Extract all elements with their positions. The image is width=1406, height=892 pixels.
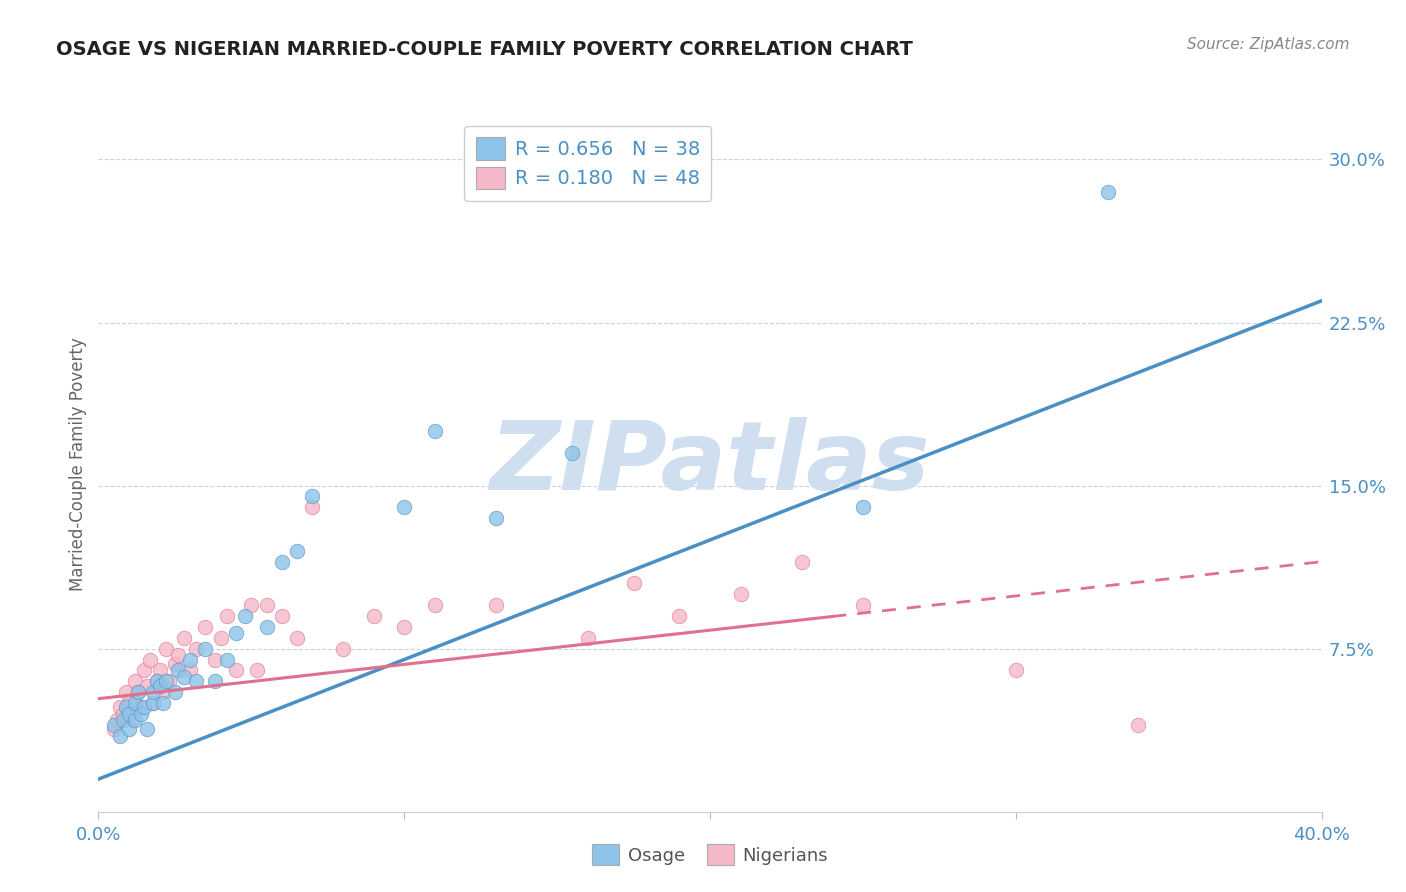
- Point: [152, 685, 174, 699]
- Point: [363, 609, 385, 624]
- Point: [134, 700, 156, 714]
- Point: [127, 685, 149, 699]
- Point: [256, 598, 278, 612]
- Point: [124, 714, 146, 728]
- Point: [129, 700, 152, 714]
- Point: [270, 609, 292, 624]
- Point: [1004, 664, 1026, 678]
- Point: [142, 685, 165, 699]
- Point: [233, 609, 256, 624]
- Point: [576, 631, 599, 645]
- Point: [623, 576, 645, 591]
- Point: [118, 722, 141, 736]
- Point: [332, 641, 354, 656]
- Point: [423, 424, 446, 438]
- Point: [145, 674, 167, 689]
- Point: [215, 609, 238, 624]
- Point: [240, 598, 263, 612]
- Point: [124, 696, 146, 710]
- Point: [194, 620, 217, 634]
- Point: [163, 657, 186, 671]
- Point: [285, 544, 308, 558]
- Point: [285, 631, 308, 645]
- Point: [155, 641, 177, 656]
- Point: [111, 714, 134, 728]
- Point: [204, 674, 226, 689]
- Point: [115, 700, 138, 714]
- Point: [167, 664, 190, 678]
- Point: [111, 706, 134, 721]
- Point: [392, 500, 416, 515]
- Point: [105, 714, 128, 728]
- Point: [173, 670, 195, 684]
- Point: [115, 685, 138, 699]
- Point: [157, 674, 180, 689]
- Point: [301, 500, 323, 515]
- Point: [179, 664, 201, 678]
- Point: [209, 631, 232, 645]
- Point: [790, 555, 813, 569]
- Text: Source: ZipAtlas.com: Source: ZipAtlas.com: [1187, 37, 1350, 53]
- Point: [179, 652, 201, 666]
- Point: [852, 598, 875, 612]
- Point: [215, 652, 238, 666]
- Point: [668, 609, 690, 624]
- Point: [194, 641, 217, 656]
- Point: [134, 664, 156, 678]
- Point: [852, 500, 875, 515]
- Point: [155, 674, 177, 689]
- Point: [186, 641, 208, 656]
- Point: [256, 620, 278, 634]
- Point: [121, 714, 143, 728]
- Point: [225, 626, 247, 640]
- Point: [1097, 185, 1119, 199]
- Legend: Osage, Nigerians: Osage, Nigerians: [585, 837, 835, 872]
- Point: [246, 664, 269, 678]
- Point: [103, 717, 125, 731]
- Point: [186, 674, 208, 689]
- Point: [173, 631, 195, 645]
- Point: [142, 696, 165, 710]
- Point: [127, 685, 149, 699]
- Point: [225, 664, 247, 678]
- Y-axis label: Married-Couple Family Poverty: Married-Couple Family Poverty: [69, 337, 87, 591]
- Point: [139, 652, 162, 666]
- Point: [270, 555, 292, 569]
- Text: ZIPatlas: ZIPatlas: [489, 417, 931, 510]
- Point: [423, 598, 446, 612]
- Point: [118, 706, 141, 721]
- Point: [485, 511, 508, 525]
- Point: [167, 648, 190, 662]
- Point: [136, 722, 159, 736]
- Point: [136, 679, 159, 693]
- Point: [152, 696, 174, 710]
- Point: [561, 446, 583, 460]
- Point: [485, 598, 508, 612]
- Point: [149, 679, 172, 693]
- Point: [108, 729, 131, 743]
- Point: [149, 664, 172, 678]
- Point: [301, 490, 323, 504]
- Point: [204, 652, 226, 666]
- Point: [163, 685, 186, 699]
- Point: [1128, 717, 1150, 731]
- Point: [145, 674, 167, 689]
- Point: [142, 696, 165, 710]
- Point: [118, 696, 141, 710]
- Point: [108, 700, 131, 714]
- Point: [730, 587, 752, 601]
- Point: [124, 674, 146, 689]
- Point: [103, 722, 125, 736]
- Point: [129, 706, 152, 721]
- Text: OSAGE VS NIGERIAN MARRIED-COUPLE FAMILY POVERTY CORRELATION CHART: OSAGE VS NIGERIAN MARRIED-COUPLE FAMILY …: [56, 40, 912, 59]
- Point: [392, 620, 416, 634]
